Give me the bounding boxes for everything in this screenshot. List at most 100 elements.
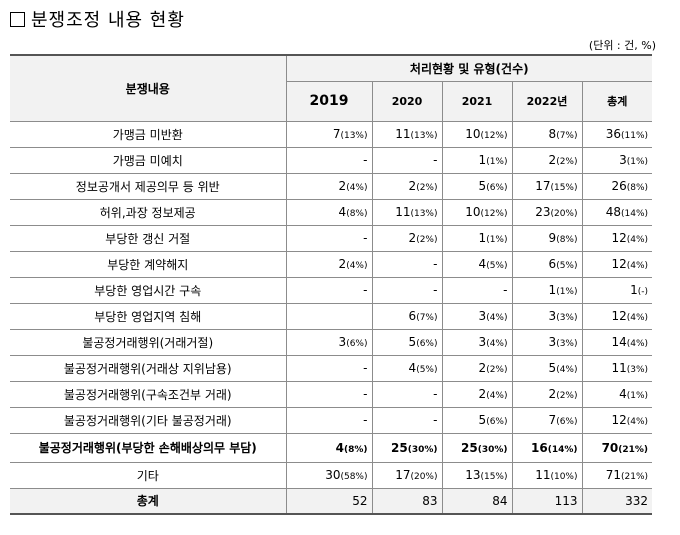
year-header: 2021 xyxy=(441,80,513,122)
count-cell: 13(15%) xyxy=(441,461,513,489)
count-cell: 8(7%) xyxy=(511,120,583,148)
count-value: 11 xyxy=(611,361,627,375)
percent-value: (6%) xyxy=(556,417,578,427)
count-value: 2 xyxy=(338,179,347,193)
count-value: 71 xyxy=(605,468,622,482)
count-value: 6 xyxy=(408,309,417,323)
table-row: 부당한 계약해지 2(4%) -4(5%) 6(5%) 12(4%) xyxy=(10,250,653,278)
count-value: - xyxy=(363,413,368,427)
percent-value: (13%) xyxy=(410,131,438,141)
row-label: 부당한 계약해지 xyxy=(10,250,287,278)
count-value: 4 xyxy=(408,361,417,375)
count-value: 11 xyxy=(395,127,411,141)
count-cell: 9(8%) xyxy=(511,224,583,252)
percent-value: (8%) xyxy=(343,444,368,455)
percent-value: (6%) xyxy=(416,339,438,349)
count-value: 3 xyxy=(548,335,557,349)
count-value: 3 xyxy=(478,335,487,349)
percent-value: (21%) xyxy=(618,444,649,455)
count-value: - xyxy=(363,387,368,401)
count-cell: 2(2%) xyxy=(371,172,443,200)
count-value: - xyxy=(433,283,438,297)
row-label: 불공정거래행위(거래상 지위남용) xyxy=(10,354,287,382)
count-value: 26 xyxy=(611,179,627,193)
count-cell: 14(4%) xyxy=(581,328,653,356)
count-cell: 4(8%) xyxy=(285,198,373,226)
count-cell xyxy=(285,302,373,330)
percent-value: (21%) xyxy=(621,472,649,482)
count-value: 36 xyxy=(605,127,622,141)
count-value: 6 xyxy=(548,257,557,271)
count-cell: - xyxy=(371,380,443,408)
count-cell: - xyxy=(371,406,443,434)
percent-value: (11%) xyxy=(621,131,649,141)
row-label: 불공정거래행위(부당한 손해배상의무 부담) xyxy=(10,432,287,463)
count-value: - xyxy=(433,413,438,427)
row-label: 불공정거래행위(기타 불공정거래) xyxy=(10,406,287,434)
count-value: 5 xyxy=(478,179,487,193)
count-cell: 6(7%) xyxy=(371,302,443,330)
percent-value: (13%) xyxy=(340,131,368,141)
table-row: 가맹금 미반환 7(13%) 11(13%) 10(12%) 8(7%) 36(11%) xyxy=(10,120,653,148)
percent-value: (30%) xyxy=(477,444,508,455)
count-cell: - xyxy=(285,224,373,252)
count-cell: 7(13%) xyxy=(285,120,373,148)
count-value: 12 xyxy=(611,257,627,271)
percent-value: (15%) xyxy=(550,183,578,193)
percent-value: (12%) xyxy=(480,209,508,219)
percent-value: (1%) xyxy=(626,391,649,401)
count-cell: 2(4%) xyxy=(285,172,373,200)
group-header: 처리현황 및 유형(건수) xyxy=(285,54,653,82)
count-value: - xyxy=(363,283,368,297)
count-value: - xyxy=(433,387,438,401)
table-row: 불공정거래행위(거래거절) 3(6%) 5(6%) 3(4%) 3(3%) 14(4%) xyxy=(10,328,653,356)
percent-value: (4%) xyxy=(486,313,508,323)
count-value: 9 xyxy=(548,231,557,245)
percent-value: (13%) xyxy=(410,209,438,219)
checkbox-icon xyxy=(10,11,25,27)
count-value: 17 xyxy=(395,468,411,482)
percent-value: (6%) xyxy=(486,417,508,427)
year-header: 2020 xyxy=(371,80,443,122)
percent-value: (20%) xyxy=(410,472,438,482)
count-value: 2 xyxy=(338,257,347,271)
table-row: 정보공개서 제공의무 등 위반 2(4%) 2(2%) 5(6%) 17(15%) 26(… xyxy=(10,172,653,200)
count-cell: 17(20%) xyxy=(371,461,443,489)
row-label: 가맹금 미반환 xyxy=(10,120,287,148)
count-value: 12 xyxy=(611,231,627,245)
row-label: 허위,과장 정보제공 xyxy=(10,198,287,226)
count-cell: 36(11%) xyxy=(581,120,653,148)
count-value: 2 xyxy=(478,361,487,375)
count-cell: 1(1%) xyxy=(441,146,513,174)
count-cell: 4(5%) xyxy=(371,354,443,382)
percent-value: (10%) xyxy=(550,472,578,482)
percent-value: (7%) xyxy=(556,131,578,141)
table-row: 불공정거래행위(거래상 지위남용) -4(5%) 2(2%) 5(4%) 11(3%) xyxy=(10,354,653,382)
percent-value: (30%) xyxy=(407,444,438,455)
count-cell: - xyxy=(285,276,373,304)
count-cell: 4(8%) xyxy=(285,432,373,463)
count-cell: 6(5%) xyxy=(511,250,583,278)
count-value: 2 xyxy=(408,231,417,245)
percent-value: (4%) xyxy=(486,391,508,401)
count-cell: 3(4%) xyxy=(441,328,513,356)
percent-value: (8%) xyxy=(556,235,578,245)
count-cell: 4(5%) xyxy=(441,250,513,278)
count-cell: 26(8%) xyxy=(581,172,653,200)
count-value: 16 xyxy=(531,440,548,455)
count-value: 12 xyxy=(611,309,627,323)
percent-value: (1%) xyxy=(486,157,508,167)
table-row: 기타 30(58%) 17(20%) 13(15%) 11(10%) 71(21%) xyxy=(10,461,653,489)
count-value: 1 xyxy=(478,231,487,245)
count-value: - xyxy=(503,283,508,297)
total-row: 총계 52 83 84 113 332 xyxy=(10,487,653,515)
count-cell: 12(4%) xyxy=(581,250,653,278)
unit-note: (단위 : 건, %) xyxy=(588,39,656,52)
count-cell: 1(1%) xyxy=(511,276,583,304)
percent-value: (20%) xyxy=(550,209,578,219)
table-row: 부당한 갱신 거절 -2(2%) 1(1%) 9(8%) 12(4%) xyxy=(10,224,653,252)
count-value: - xyxy=(433,257,438,271)
count-value: 5 xyxy=(548,361,557,375)
count-cell: 5(6%) xyxy=(441,172,513,200)
row-label: 부당한 영업지역 침해 xyxy=(10,302,287,330)
